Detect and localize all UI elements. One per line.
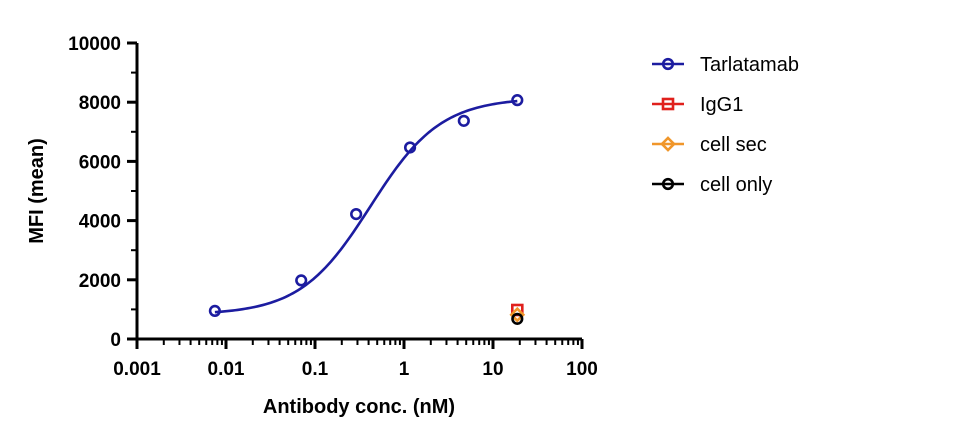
legend-marker (661, 57, 675, 71)
fit-curves (214, 99, 518, 314)
legend-item: IgG1 (652, 94, 743, 116)
x-tick-label: 10 (482, 359, 503, 380)
legend-marker (660, 136, 676, 152)
data-point-cell-sec (509, 306, 526, 323)
fit-curve-tarlatamab (214, 99, 518, 314)
y-tick-label: 10000 (68, 34, 121, 55)
legend-item: cell sec (652, 134, 767, 156)
x-tick-label: 0.01 (208, 359, 245, 380)
legend-label: IgG1 (700, 94, 743, 116)
legend-marker (661, 177, 675, 191)
data-point-tarlatamab (457, 114, 470, 127)
y-tick-label: 4000 (79, 212, 121, 233)
data-point-tarlatamab (403, 141, 417, 154)
legend-marker (661, 97, 675, 111)
y-axis-title: MFI (mean) (26, 138, 48, 244)
legend-item: Tarlatamab (652, 54, 799, 76)
legend-label: cell sec (700, 134, 767, 156)
legend-label: cell only (700, 174, 772, 196)
data-point-tarlatamab (208, 304, 221, 317)
legend-item: cell only (652, 174, 772, 196)
data-point-cell-only (511, 312, 524, 325)
y-tick-label: 6000 (79, 152, 121, 173)
x-tick-label: 0.1 (302, 359, 329, 380)
y-tick-label: 2000 (79, 271, 121, 292)
axes (135, 43, 582, 341)
x-tick-label: 100 (566, 359, 598, 380)
data-point-tarlatamab (295, 274, 308, 287)
x-axis-title: Antibody conc. (nM) (263, 396, 455, 418)
data-point-tarlatamab (511, 94, 524, 107)
y-tick-label: 8000 (79, 93, 121, 114)
data-point-tarlatamab (350, 207, 363, 221)
data-points (208, 94, 526, 325)
legend: Tarlatamab IgG1 cell sec cell only (652, 54, 799, 196)
x-tick-label: 1 (399, 359, 410, 380)
x-tick-label: 0.001 (113, 359, 161, 380)
y-tick-label: 0 (110, 330, 121, 351)
legend-label: Tarlatamab (700, 54, 799, 76)
axis-ticks: 0.001 0.01 0.1 1 10 100 0 2000 4000 6000 8000 10000 (68, 34, 598, 380)
